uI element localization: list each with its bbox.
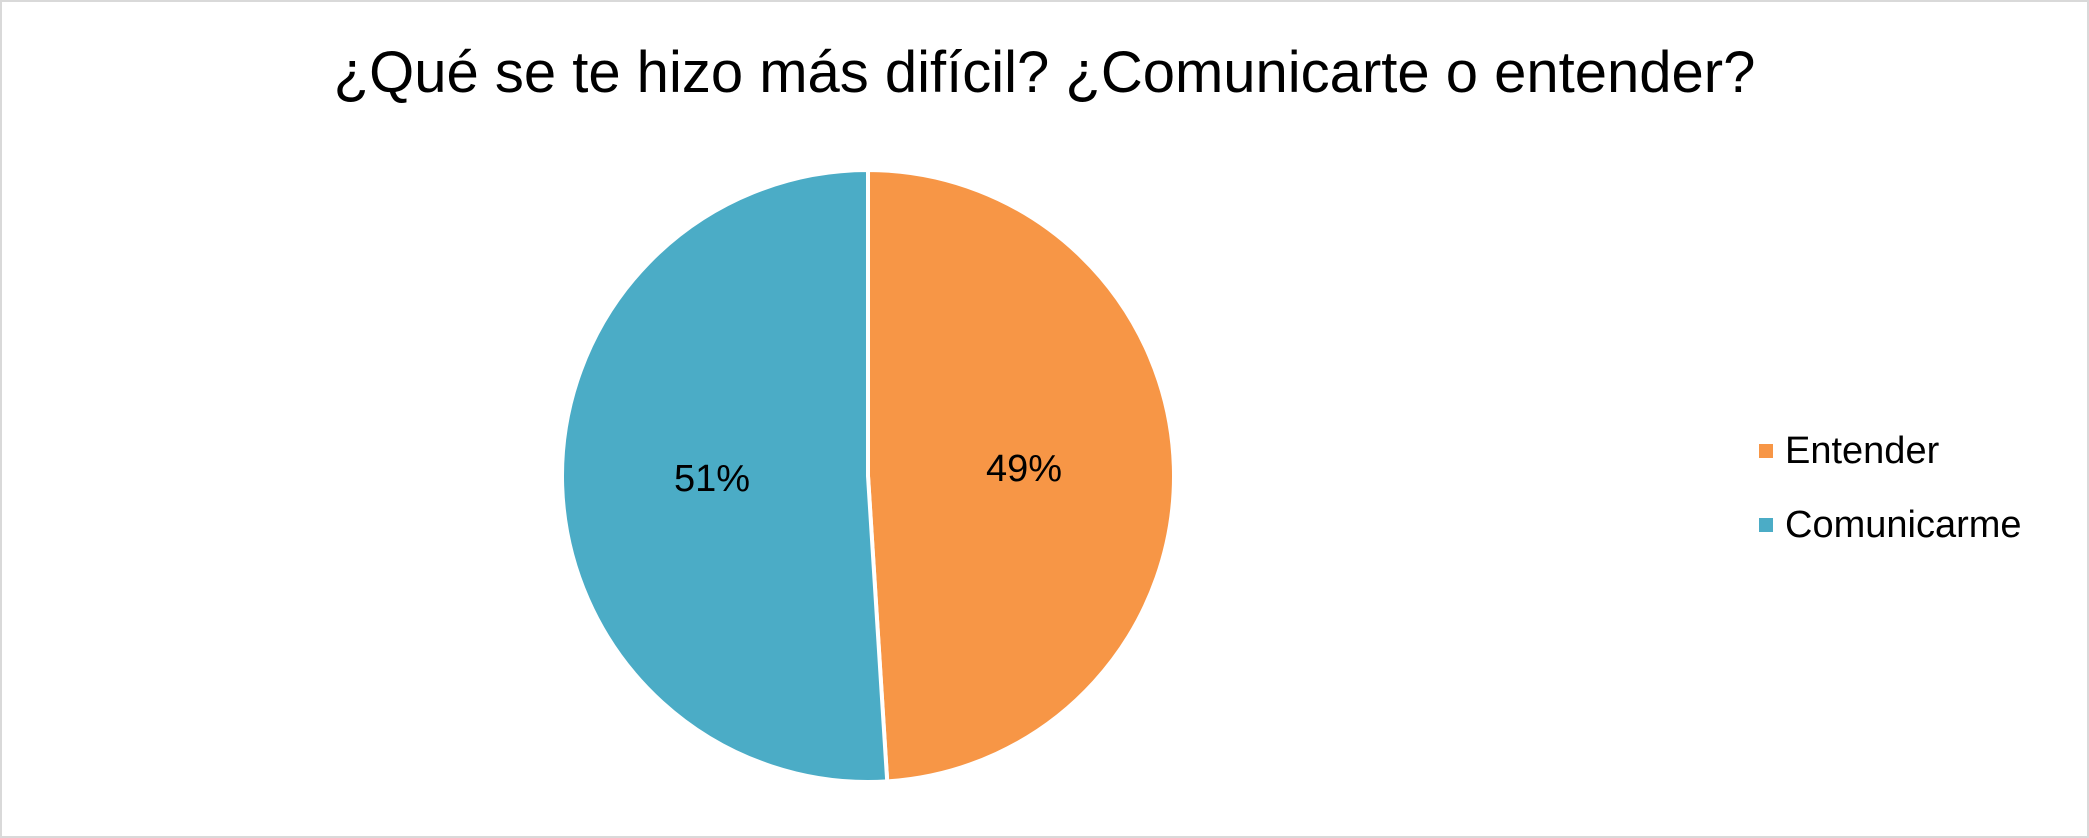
legend: Entender Comunicarme	[1759, 414, 2022, 562]
data-label-entender: 49%	[986, 448, 1062, 490]
pie-slice-entender	[866, 168, 1176, 784]
data-label-comunicarme: 51%	[674, 458, 750, 500]
legend-label-entender: Entender	[1785, 429, 1940, 472]
legend-label-comunicarme: Comunicarme	[1785, 503, 2022, 546]
pie-slice-comunicarme	[560, 168, 890, 784]
legend-swatch-comunicarme	[1759, 518, 1773, 532]
legend-item-comunicarme: Comunicarme	[1759, 488, 2022, 562]
legend-item-entender: Entender	[1759, 414, 2022, 488]
chart-title: ¿Qué se te hizo más difícil? ¿Comunicart…	[333, 40, 1756, 105]
legend-swatch-entender	[1759, 444, 1773, 458]
